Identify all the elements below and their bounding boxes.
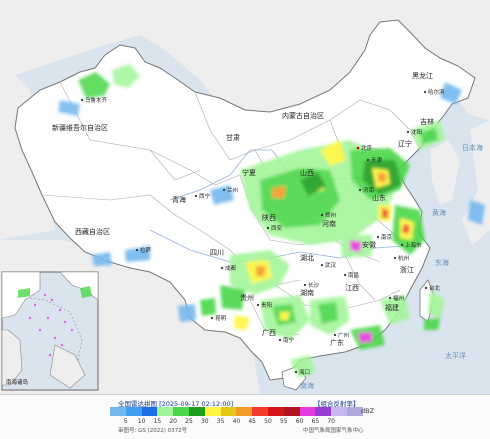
legend-tick-label: 30 <box>201 418 209 425</box>
sea-pacific: 太平洋 <box>445 351 466 360</box>
label-guizhou: 贵州 <box>240 293 254 302</box>
label-guangdong: 广东 <box>330 338 344 347</box>
label-jilin: 吉林 <box>420 117 434 126</box>
sea-east: 东海 <box>435 258 449 267</box>
legend-tick-label: 10 <box>138 418 146 425</box>
inset-label: 南海诸岛 <box>6 378 29 386</box>
label-henan: 河南 <box>322 219 336 228</box>
label-shaanxi: 陕西 <box>262 213 276 222</box>
legend-review-number: 审图号: GS (2022) 0372号 <box>118 426 187 434</box>
city-jinan: 济南 <box>363 186 375 194</box>
legend-color-cell <box>205 407 221 416</box>
city-nanchang: 南昌 <box>348 271 359 279</box>
city-haikou: 海口 <box>299 368 310 376</box>
legend-tick-label: 40 <box>233 418 241 425</box>
label-shanxi: 山西 <box>300 168 314 177</box>
legend-unit: dBZ <box>361 407 374 415</box>
legend-credit: 中国气象局国家气象中心 <box>303 426 364 434</box>
city-guiyang: 贵阳 <box>261 301 272 309</box>
radar-legend: 全国雷达拼图 [2025-09-17 02:12:00] 【组合反射率】 5 10… <box>0 394 490 439</box>
city-nanjing: 南京 <box>381 233 393 241</box>
city-taibei: 台北 <box>429 284 441 292</box>
legend-tick-label: 25 <box>185 418 193 425</box>
legend-color-cell <box>300 407 316 416</box>
legend-tick-label: 65 <box>312 418 320 425</box>
legend-tick-label: 15 <box>154 418 162 425</box>
label-guangxi: 广西 <box>262 328 276 337</box>
legend-color-cell <box>221 407 237 416</box>
city-lasa: 拉萨 <box>140 246 152 254</box>
city-shenyang: 沈阳 <box>411 128 422 136</box>
legend-color-cell <box>284 407 300 416</box>
label-fujian: 福建 <box>385 303 399 312</box>
label-hunan: 湖南 <box>300 288 314 297</box>
city-chengdu: 成都 <box>225 264 237 272</box>
sea-japan: 日本海 <box>462 143 483 152</box>
label-xinjiang: 新疆维吾尔自治区 <box>52 123 108 132</box>
city-hangzhou: 杭州 <box>398 254 409 262</box>
legend-color-cell <box>252 407 268 416</box>
city-xian: 西安 <box>271 224 283 232</box>
label-heilongjiang: 黑龙江 <box>412 71 433 80</box>
legend-tick-label: 55 <box>280 418 288 425</box>
south-sea-inset: 南海诸岛 <box>2 272 98 390</box>
legend-tick-label: 60 <box>296 418 304 425</box>
china-radar-map: 新疆维吾尔自治区 西藏自治区 青海 甘肃 内蒙古自治区 黑龙江 吉林 宁夏 陕西… <box>0 0 490 394</box>
city-beijing: 北京 <box>361 144 373 152</box>
legend-color-cell <box>189 407 205 416</box>
legend-color-cell <box>157 407 173 416</box>
label-qinghai: 青海 <box>172 195 186 204</box>
legend-tick-label: 20 <box>169 418 177 425</box>
label-xizang: 西藏自治区 <box>75 227 110 236</box>
city-xining: 西宁 <box>199 192 211 200</box>
city-changsha: 长沙 <box>308 281 320 289</box>
legend-tick-label: 35 <box>217 418 225 425</box>
city-nanning: 南宁 <box>283 336 295 344</box>
label-zhejiang: 浙江 <box>400 265 414 274</box>
label-liaoning: 辽宁 <box>398 139 412 148</box>
legend-tick-label: 70 <box>327 418 335 425</box>
label-jiangxi: 江西 <box>345 284 359 292</box>
city-tianjin: 天津 <box>371 157 383 164</box>
city-guangzhou: 广州 <box>338 331 349 339</box>
city-fuzhou: 福州 <box>393 294 404 302</box>
legend-color-scale <box>110 407 363 416</box>
sea-yellow: 黄海 <box>432 208 446 217</box>
legend-color-cell <box>173 407 189 416</box>
label-hubei: 湖北 <box>300 253 314 262</box>
legend-tick-label: 5 <box>124 418 128 425</box>
label-ningxia: 宁夏 <box>242 168 256 177</box>
city-zhengzhou: 郑州 <box>325 211 336 219</box>
legend-ticks: 5 10 15 20 25 30 35 40 45 50 55 60 65 70 <box>110 418 370 426</box>
legend-color-cell <box>142 407 158 416</box>
sea-south: 南海 <box>300 381 314 390</box>
legend-color-cell <box>268 407 284 416</box>
city-kunming: 昆明 <box>215 315 227 322</box>
label-anhui: 安徽 <box>362 240 376 249</box>
legend-tick-label: 45 <box>248 418 256 425</box>
city-haerbin: 哈尔滨 <box>428 88 445 96</box>
legend-color-cell <box>331 407 347 416</box>
legend-tick-label: 50 <box>264 418 272 425</box>
city-wuhan: 武汉 <box>325 261 337 269</box>
city-wulumuqi: 乌鲁木齐 <box>85 96 108 104</box>
label-sichuan: 四川 <box>210 249 224 257</box>
label-shandong: 山东 <box>372 193 386 202</box>
label-neimenggu: 内蒙古自治区 <box>282 111 324 120</box>
city-lanzhou: 兰州 <box>227 186 238 194</box>
label-gansu: 甘肃 <box>226 133 240 142</box>
legend-color-cell <box>110 407 126 416</box>
legend-color-cell <box>315 407 331 416</box>
legend-color-cell <box>126 407 142 416</box>
legend-color-cell <box>236 407 252 416</box>
city-shanghai: 上海市 <box>405 241 422 249</box>
